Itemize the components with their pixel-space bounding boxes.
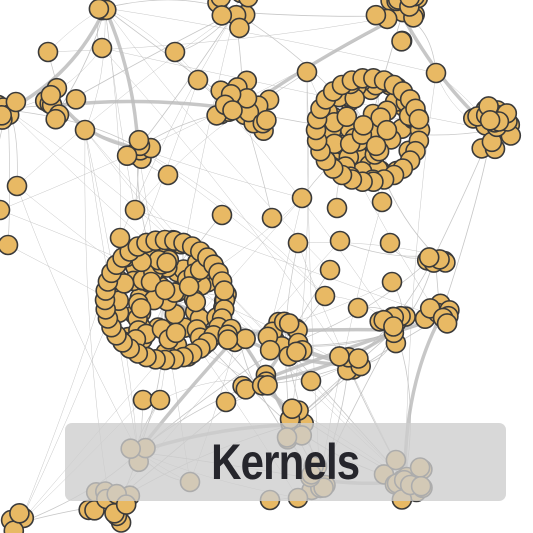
circle-node-icon xyxy=(65,89,87,110)
circle-node-icon xyxy=(211,204,233,226)
circle-node-icon xyxy=(157,164,179,186)
circle-node-icon xyxy=(74,119,96,141)
edge xyxy=(237,281,393,336)
edge xyxy=(254,197,303,384)
circle-node-icon xyxy=(256,109,277,131)
circle-node-icon xyxy=(109,227,131,249)
circle-node-icon xyxy=(0,105,12,126)
circle-node-icon xyxy=(287,232,309,254)
circle-node-icon xyxy=(365,135,387,157)
edge xyxy=(84,7,106,131)
circle-node-icon xyxy=(399,0,420,8)
circle-node-icon xyxy=(319,259,341,281)
edge xyxy=(104,7,437,74)
circle-node-icon xyxy=(259,339,281,361)
circle-node-icon xyxy=(314,285,336,307)
circle-node-icon xyxy=(215,391,237,413)
circle-node-icon xyxy=(132,389,154,411)
edge xyxy=(16,185,139,453)
circle-node-icon xyxy=(291,187,313,209)
circle-node-icon xyxy=(0,234,19,256)
circle-node-icon xyxy=(45,108,67,130)
circle-node-icon xyxy=(88,0,110,20)
edge xyxy=(137,147,326,297)
circle-node-icon xyxy=(425,62,447,84)
circle-node-icon xyxy=(408,108,430,130)
circle-node-icon xyxy=(229,17,250,39)
edge xyxy=(104,7,121,239)
circle-node-icon xyxy=(436,313,458,334)
edge xyxy=(174,51,396,331)
circle-node-icon xyxy=(130,297,152,319)
caption-banner: Kernels xyxy=(65,423,506,501)
edge xyxy=(0,14,403,211)
circle-node-icon xyxy=(217,329,239,350)
edge xyxy=(284,242,299,346)
caption-title: Kernels xyxy=(211,434,360,490)
edge xyxy=(134,209,441,319)
edge xyxy=(404,72,437,481)
circle-node-icon xyxy=(235,328,256,350)
circle-node-icon xyxy=(222,100,243,121)
edge xyxy=(101,47,349,366)
circle-node-icon xyxy=(391,30,412,52)
circle-node-icon xyxy=(281,398,303,420)
circle-node-icon xyxy=(165,322,187,344)
circle-node-icon xyxy=(164,41,186,63)
circle-node-icon xyxy=(124,199,146,221)
circle-node-icon xyxy=(365,4,387,26)
circle-node-icon xyxy=(91,37,113,59)
circle-node-icon xyxy=(326,197,348,219)
circle-node-icon xyxy=(278,313,300,334)
edge xyxy=(306,71,321,481)
edge xyxy=(137,11,236,149)
edge xyxy=(16,11,236,187)
circle-node-icon xyxy=(479,110,501,131)
edge xyxy=(104,7,136,211)
circle-node-icon xyxy=(300,370,322,392)
circle-node-icon xyxy=(187,69,209,91)
circle-node-icon xyxy=(336,106,358,127)
circle-node-icon xyxy=(214,280,235,301)
circle-node-icon xyxy=(37,41,59,63)
circle-node-icon xyxy=(5,91,27,113)
circle-node-icon xyxy=(381,271,403,293)
circle-node-icon xyxy=(0,199,11,221)
circle-node-icon xyxy=(348,348,369,369)
circle-node-icon xyxy=(296,61,318,83)
circle-node-icon xyxy=(156,252,177,274)
circle-node-icon xyxy=(40,84,62,106)
circle-node-icon xyxy=(286,341,307,363)
circle-node-icon xyxy=(329,230,351,252)
circle-node-icon xyxy=(149,389,171,411)
circle-node-icon xyxy=(383,316,404,337)
circle-node-icon xyxy=(379,232,401,254)
circle-node-icon xyxy=(418,247,440,268)
circle-node-icon xyxy=(178,276,200,297)
circle-node-icon xyxy=(371,191,393,213)
edge xyxy=(297,242,436,256)
edge xyxy=(101,47,493,131)
circle-node-icon xyxy=(154,279,176,301)
circle-node-icon xyxy=(9,502,30,524)
circle-node-icon xyxy=(238,0,259,8)
edge xyxy=(7,109,11,246)
circle-node-icon xyxy=(128,129,150,151)
circle-node-icon xyxy=(116,145,138,166)
circle-node-icon xyxy=(353,115,374,136)
circle-node-icon xyxy=(6,175,28,197)
circle-node-icon xyxy=(261,207,283,229)
circle-node-icon xyxy=(257,374,278,396)
circle-node-icon xyxy=(376,119,398,141)
circle-node-icon xyxy=(347,297,369,319)
circle-node-icon xyxy=(329,346,350,367)
circle-node-icon xyxy=(211,5,233,26)
